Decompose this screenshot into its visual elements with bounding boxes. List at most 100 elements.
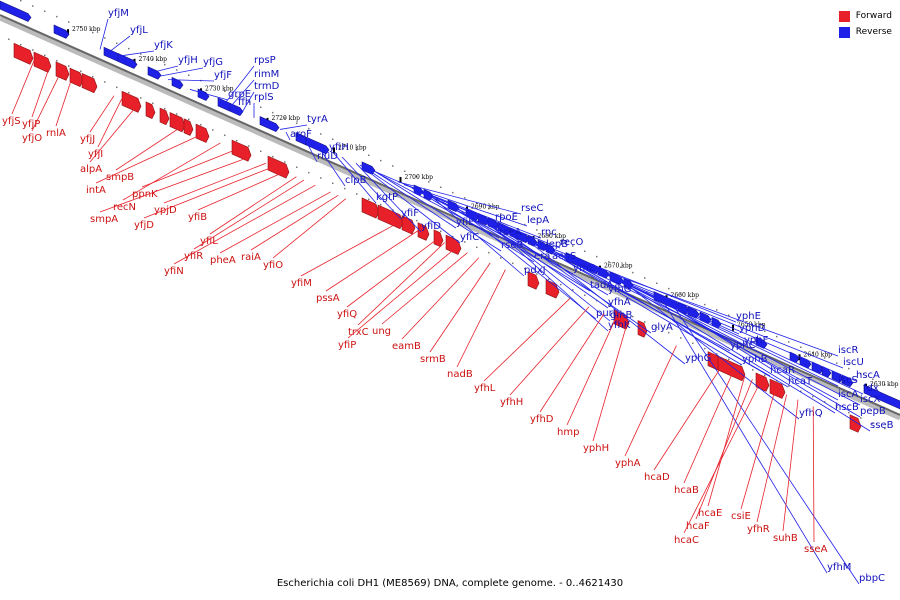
reverse-gene-label: rimM [254, 69, 279, 80]
minor-tick [212, 85, 214, 87]
reverse-gene-label: yphB [742, 354, 768, 365]
minor-tick [620, 266, 622, 269]
minor-tick [656, 326, 658, 329]
forward-leader-line [695, 379, 753, 520]
forward-gene-label: rnlA [46, 128, 66, 139]
tick-label: 2700 kbp [405, 174, 434, 181]
minor-tick [416, 219, 418, 222]
forward-leader-line [357, 242, 445, 326]
reverse-gene-label: rluD [317, 151, 338, 162]
forward-gene-label: pheA [210, 255, 236, 266]
forward-leader-line [99, 156, 251, 213]
minor-tick [176, 69, 178, 71]
reverse-gene-label: iscU [843, 357, 864, 368]
reverse-leader-line [159, 67, 204, 77]
forward-gene-block [121, 90, 142, 113]
reverse-leader-line [621, 281, 861, 406]
reverse-leader-line [151, 65, 179, 73]
minor-tick [692, 298, 694, 301]
reverse-leader-line [575, 260, 839, 357]
forward-leader-line [566, 318, 616, 426]
minor-tick [260, 150, 262, 153]
minor-tick [236, 95, 238, 98]
minor-tick [92, 31, 94, 34]
forward-gene-label: hcaF [686, 521, 710, 532]
minor-tick [452, 191, 454, 194]
minor-tick [800, 346, 802, 349]
minor-tick [272, 155, 274, 158]
minor-tick [212, 129, 214, 131]
tick-label: 2710 kbp [338, 144, 367, 151]
reverse-gene-label: clpB [345, 175, 367, 186]
minor-tick [464, 241, 466, 243]
reverse-gene-label: yfhM [827, 562, 851, 573]
reverse-leader-line [661, 298, 828, 574]
minor-tick [68, 21, 70, 23]
forward-gene-label: yfiB [188, 212, 207, 223]
minor-tick [296, 122, 298, 125]
reverse-gene-label: ffh [238, 97, 251, 108]
axis-shadow [0, 15, 900, 421]
forward-gene-label: intA [86, 185, 106, 196]
forward-leader-line [163, 162, 267, 204]
reverse-swatch [838, 26, 850, 38]
forward-leader-line [89, 95, 115, 133]
reverse-leader-line [605, 273, 839, 401]
minor-tick [296, 166, 298, 169]
reverse-leader-line [223, 65, 255, 105]
forward-gene-block [195, 123, 210, 143]
minor-tick [872, 422, 874, 425]
minor-tick [812, 351, 814, 354]
reverse-gene-label: yfiE [456, 217, 475, 228]
forward-leader-line [782, 399, 799, 532]
minor-tick [728, 314, 730, 317]
forward-gene-label: yfjS [2, 116, 21, 127]
minor-tick [224, 90, 226, 93]
minor-tick [692, 342, 694, 345]
reverse-leader-line [317, 146, 346, 187]
minor-tick [632, 271, 634, 274]
reverse-leader-line [355, 162, 422, 233]
forward-gene-label: trxC [348, 327, 369, 338]
forward-gene-block [145, 101, 156, 119]
reverse-gene-block [53, 24, 70, 39]
minor-tick [404, 170, 406, 173]
forward-leader-line [173, 184, 316, 265]
reverse-gene-block [117, 52, 138, 69]
minor-tick [680, 337, 682, 339]
forward-leader-line [95, 134, 202, 184]
reverse-gene-label: yphD [739, 323, 766, 334]
forward-gene-label: srmB [420, 354, 446, 365]
forward-gene-block [231, 139, 252, 162]
reverse-gene-block [259, 116, 280, 133]
forward-leader-line [300, 221, 400, 277]
forward-gene-label: yfhR [747, 524, 770, 535]
reverse-gene-label: rplS [254, 92, 274, 103]
legend-label-forward: Forward [855, 11, 892, 21]
minor-tick [416, 175, 418, 178]
forward-gene-block [849, 414, 862, 433]
forward-gene-block [637, 320, 648, 338]
tick-label: 2690 kbp [471, 204, 500, 211]
reverse-leader-line [605, 273, 864, 395]
minor-tick [884, 383, 886, 386]
reverse-leader-line [417, 190, 535, 263]
minor-tick [608, 305, 610, 307]
forward-gene-block [717, 355, 746, 382]
reverse-gene-label: yfjF [214, 70, 232, 81]
forward-leader-line [509, 306, 590, 396]
minor-tick [656, 282, 658, 285]
forward-leader-line [141, 149, 236, 188]
forward-gene-block [69, 67, 84, 87]
minor-tick [80, 26, 82, 29]
forward-leader-line [592, 323, 628, 442]
reverse-leader-line [613, 277, 836, 414]
minor-tick [332, 138, 334, 141]
reverse-leader-line [403, 184, 528, 227]
reverse-gene-block [197, 88, 210, 101]
minor-tick [32, 49, 34, 51]
minor-tick [524, 223, 526, 226]
minor-tick [836, 362, 838, 365]
forward-gene-label: yphH [583, 443, 609, 454]
reverse-leader-line [511, 232, 737, 323]
